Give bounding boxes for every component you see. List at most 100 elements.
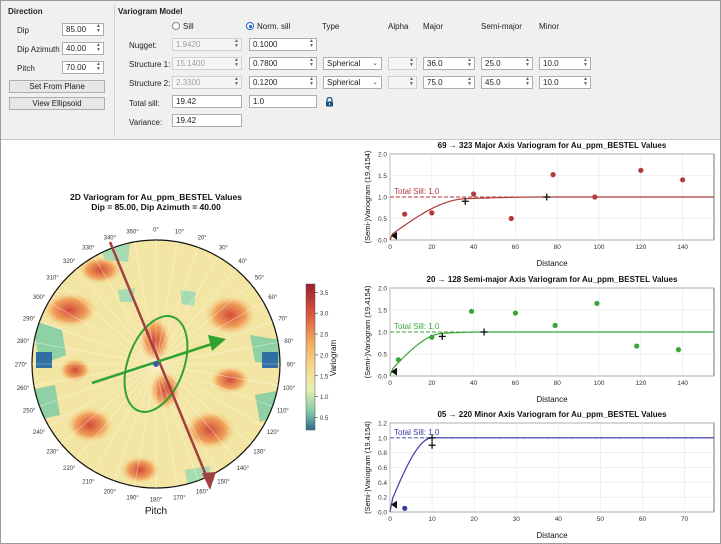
- chart-title: 69 → 323 Major Axis Variogram for Au_ppm…: [438, 141, 667, 150]
- structure-2-semimajor-input[interactable]: 45.0 ▲ ▼: [481, 76, 533, 89]
- minor-column-header: Minor: [539, 22, 560, 31]
- norm-sill-radio-label: Norm. sill: [257, 22, 291, 31]
- range-handle[interactable]: [461, 197, 469, 205]
- norm-sill-radio[interactable]: [246, 22, 254, 30]
- sill-radio[interactable]: [172, 22, 180, 30]
- polar-angle-label: 250°: [23, 409, 36, 415]
- dip-value: 85.00: [66, 25, 87, 34]
- spinner-arrows-icon[interactable]: ▲ ▼: [525, 57, 530, 68]
- spinner-arrows-icon: ▲ ▼: [234, 38, 239, 49]
- structure-1-norm-input[interactable]: 0.7800 ▲ ▼: [249, 57, 317, 70]
- y-tick-label: 1.5: [378, 308, 387, 315]
- structure-2-norm-input[interactable]: 0.1200 ▲ ▼: [249, 76, 317, 89]
- spinner-arrows-icon[interactable]: ▲ ▼: [467, 57, 472, 68]
- y-tick-label: 0.4: [378, 480, 387, 487]
- x-tick-label: 60: [639, 516, 647, 523]
- structure-2-minor-input[interactable]: 10.0 ▲ ▼: [539, 76, 591, 89]
- total-sill-label: Total Sill: 1.0: [394, 322, 440, 331]
- spinner-arrows-icon[interactable]: ▲ ▼: [583, 76, 588, 87]
- polar-angle-label: 130°: [253, 449, 266, 455]
- spinner-arrows-icon[interactable]: ▲ ▼: [467, 76, 472, 87]
- chart-title: 20 → 128 Semi-major Axis Variogram for A…: [427, 275, 678, 284]
- total-sill-label: Total Sill: 1.0: [394, 187, 440, 196]
- polar-angle-label: 10°: [175, 230, 185, 236]
- structure-2-type-select[interactable]: Spherical ⌄: [323, 76, 382, 89]
- range-handle[interactable]: [428, 434, 436, 442]
- model-curve: [389, 331, 714, 377]
- spinner-arrows-icon[interactable]: ▲ ▼: [96, 42, 101, 53]
- spinner-arrows-icon[interactable]: ▲ ▼: [96, 23, 101, 34]
- lock-icon[interactable]: [325, 96, 334, 109]
- major-axis-arrowhead: [202, 472, 216, 490]
- polar-angle-label: 120°: [267, 430, 280, 436]
- structure-2-sill-input: 2.3300 ▲ ▼: [172, 76, 242, 89]
- spinner-arrows-icon[interactable]: ▲ ▼: [309, 38, 314, 49]
- range-handle[interactable]: [428, 441, 436, 449]
- spinner-arrows-icon[interactable]: ▲ ▼: [309, 76, 314, 87]
- dip-azimuth-input[interactable]: 40.00 ▲ ▼: [62, 42, 104, 55]
- polar-spoke: [155, 363, 236, 460]
- range-handle[interactable]: [543, 193, 551, 201]
- colorbar-ticks: 3.5 3.0 2.5 2.0 1.5 1.0 0.5: [315, 291, 329, 422]
- polar-angle-label: 140°: [237, 466, 250, 472]
- y-axis-label: (Semi-)Variogram (19.4154): [363, 421, 372, 514]
- x-axis-label: Distance: [536, 531, 568, 540]
- polar-angle-label: 340°: [104, 236, 117, 242]
- x-tick-label: 80: [554, 244, 562, 251]
- variogram-ellipse: [123, 315, 189, 413]
- view-ellipsoid-button[interactable]: View Ellipsoid: [9, 97, 105, 110]
- y-tick-label: 1.0: [378, 195, 387, 202]
- range-handle[interactable]: [480, 328, 488, 336]
- x-axis-label: Distance: [536, 259, 568, 268]
- total-sill-label: Total sill:: [129, 99, 160, 108]
- range-handle[interactable]: [438, 332, 446, 340]
- colorbar-tick-label: 2.5: [320, 333, 329, 339]
- y-axis-label: (Semi-)Variogram (19.4154): [363, 150, 372, 243]
- structure-1-semimajor-input[interactable]: 25.0 ▲ ▼: [481, 57, 533, 70]
- nugget-marker-handle[interactable]: [391, 231, 397, 240]
- polar-spoke: [113, 363, 157, 481]
- pitch-input[interactable]: 70.00 ▲ ▼: [62, 61, 104, 74]
- dip-input[interactable]: 85.00 ▲ ▼: [62, 23, 104, 36]
- variogram-model-title: Variogram Model: [118, 7, 183, 16]
- x-tick-label: 40: [555, 516, 563, 523]
- y-tick-label: 2.0: [378, 152, 387, 159]
- x-tick-label: 120: [635, 380, 646, 387]
- structure-2-major-input[interactable]: 75.0 ▲ ▼: [423, 76, 475, 89]
- polar-angle-label: 100°: [283, 386, 296, 392]
- polar-spoke: [155, 363, 252, 444]
- spinner-arrows-icon[interactable]: ▲ ▼: [309, 57, 314, 68]
- structure-1-type-value: Spherical: [327, 59, 361, 68]
- polar-spoke: [155, 284, 252, 365]
- set-from-plane-button[interactable]: Set From Plane: [9, 80, 105, 93]
- chart-title: 05 → 220 Minor Axis Variogram for Au_ppm…: [437, 410, 667, 419]
- y-tick-label: 0.8: [378, 450, 387, 457]
- structure-1-type-select[interactable]: Spherical ⌄: [323, 57, 382, 70]
- y-tick-label: 1.0: [378, 330, 387, 337]
- semimajor-axis-variogram-chart: 20 → 128 Semi-major Axis Variogram for A…: [363, 275, 715, 404]
- nugget-norm-input[interactable]: 0.1000 ▲ ▼: [249, 38, 317, 51]
- polar-angle-label: 200°: [104, 489, 117, 495]
- structure-1-major-input[interactable]: 36.0 ▲ ▼: [423, 57, 475, 70]
- polar-spoke: [76, 268, 157, 365]
- structure-1-minor-input[interactable]: 10.0 ▲ ▼: [539, 57, 591, 70]
- nugget-marker-handle[interactable]: [391, 500, 397, 509]
- spinner-arrows-icon[interactable]: ▲ ▼: [583, 57, 588, 68]
- spinner-arrows-icon[interactable]: ▲ ▼: [525, 76, 530, 87]
- polar-spoke: [39, 321, 157, 365]
- y-tick-label: 2.0: [378, 286, 387, 293]
- polar-angle-label: 60°: [268, 295, 278, 301]
- nugget-marker-handle[interactable]: [391, 367, 397, 376]
- spinner-arrows-icon[interactable]: ▲ ▼: [96, 61, 101, 72]
- structure-2-type-value: Spherical: [327, 78, 361, 87]
- polar-title-line1: 2D Variogram for Au_ppm_BESTEL Values: [70, 192, 242, 202]
- colorbar-tick-label: 1.0: [320, 395, 329, 401]
- data-point: [429, 210, 435, 216]
- x-tick-label: 140: [677, 244, 688, 251]
- polar-angle-labels: 0° 10° 20° 30° 40° 50° 60° 70° 80° 90° 100° 110° 120…: [15, 228, 296, 504]
- polar-angle-label: 230°: [46, 449, 59, 455]
- major-axis-arrow: [108, 241, 212, 486]
- total-sill-field: 19.42: [172, 95, 242, 108]
- polar-spoke: [155, 247, 199, 365]
- colorbar-tick-label: 3.0: [320, 312, 329, 318]
